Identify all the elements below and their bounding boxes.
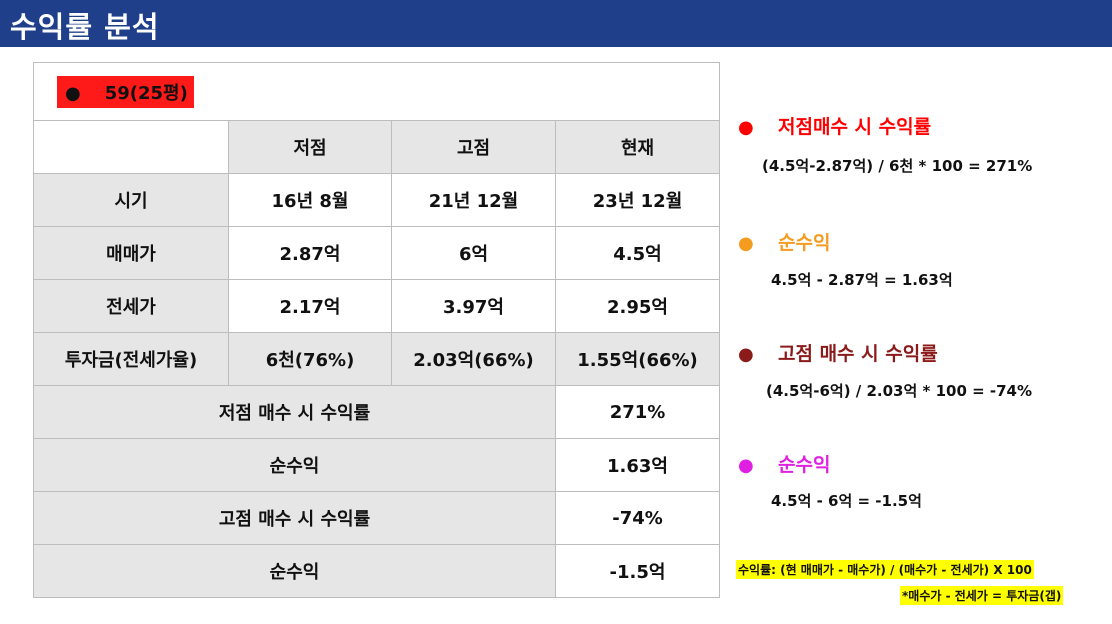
page-title: 수익률 분석 (10, 10, 160, 44)
gap-note: *매수가 - 전세가 = 투자금(갭) (900, 586, 1064, 605)
side-formula: 4.5억 - 6억 = -1.5억 (771, 492, 922, 510)
tag-row: ● 59(25평) (32, 62, 721, 121)
side-title: 저점매수 시 수익률 (778, 116, 932, 138)
unit-tag: ● 59(25평) (57, 75, 194, 108)
tag-cell: ● 59(25평) (32, 62, 721, 121)
bullet-icon: ● (738, 344, 754, 365)
table-cell: 3.97억 (391, 279, 556, 333)
summary-row: 순수익 1.63억 (33, 438, 721, 492)
summary-value: -74% (554, 491, 721, 545)
table-cell: 23년 12월 (554, 173, 721, 227)
table-cell: 1.55억(66%) (554, 332, 721, 386)
table-cell: 2.95억 (554, 279, 721, 333)
table-cell: 21년 12월 (391, 173, 556, 227)
summary-value: -1.5억 (554, 544, 721, 598)
table-row: 전세가 2.17억 3.97억 2.95억 (33, 279, 721, 333)
side-heading-high-profit: ● 순수익 (738, 450, 830, 477)
side-heading-high-return: ● 고점 매수 시 수익률 (738, 339, 938, 366)
title-bar: 수익률 분석 (0, 0, 1112, 47)
side-formula: 4.5억 - 2.87억 = 1.63억 (771, 271, 953, 289)
table-row: 시기 16년 8월 21년 12월 23년 12월 (33, 173, 721, 227)
bullet-icon: ● (738, 233, 754, 254)
table-cell: 16년 8월 (228, 173, 392, 227)
column-header-low: 저점 (228, 120, 392, 174)
tag-bullet: ● (65, 82, 81, 104)
table-row: 매매가 2.87억 6억 4.5억 (33, 226, 721, 280)
bullet-icon: ● (738, 455, 754, 476)
table-cell: 2.17억 (228, 279, 392, 333)
summary-label: 순수익 (33, 438, 556, 492)
summary-label: 고점 매수 시 수익률 (33, 491, 556, 545)
side-heading-low-return: ● 저점매수 시 수익률 (738, 112, 931, 139)
row-label: 시기 (33, 173, 229, 227)
row-label: 매매가 (33, 226, 229, 280)
side-formula: (4.5억-2.87억) / 6천 * 100 = 271% (762, 157, 1033, 175)
side-title: 순수익 (778, 232, 831, 254)
tag-label: 59(25평) (104, 82, 188, 104)
summary-value: 1.63억 (554, 438, 721, 492)
table-cell: 2.03억(66%) (391, 332, 556, 386)
summary-label: 순수익 (33, 544, 556, 598)
table-cell: 2.87억 (228, 226, 392, 280)
summary-value: 271% (554, 385, 721, 439)
table-cell: 6억 (391, 226, 556, 280)
side-title: 순수익 (778, 454, 831, 476)
returns-table: ● 59(25평) 저점 고점 현재 시기 16년 8월 21년 12월 23년 … (32, 62, 721, 598)
column-header-row: 저점 고점 현재 (33, 120, 721, 174)
side-heading-low-profit: ● 순수익 (738, 228, 830, 255)
summary-row: 저점 매수 시 수익률 271% (33, 385, 721, 439)
row-label: 전세가 (33, 279, 229, 333)
table-cell: 6천(76%) (228, 332, 392, 386)
side-formula: (4.5억-6억) / 2.03억 * 100 = -74% (766, 382, 1033, 400)
bullet-icon: ● (738, 117, 754, 138)
summary-row: 순수익 -1.5억 (33, 544, 721, 598)
table-row: 투자금(전세가율) 6천(76%) 2.03억(66%) 1.55억(66%) (33, 332, 721, 386)
side-title: 고점 매수 시 수익률 (778, 343, 938, 365)
column-header-high: 고점 (391, 120, 556, 174)
row-label: 투자금(전세가율) (33, 332, 229, 386)
column-header-current: 현재 (554, 120, 721, 174)
formula-note: 수익률: (현 매매가 - 매수가) / (매수가 - 전세가) X 100 (736, 560, 1034, 579)
summary-row: 고점 매수 시 수익률 -74% (33, 491, 721, 545)
summary-label: 저점 매수 시 수익률 (33, 385, 556, 439)
corner-cell (33, 120, 229, 174)
table-cell: 4.5억 (554, 226, 721, 280)
